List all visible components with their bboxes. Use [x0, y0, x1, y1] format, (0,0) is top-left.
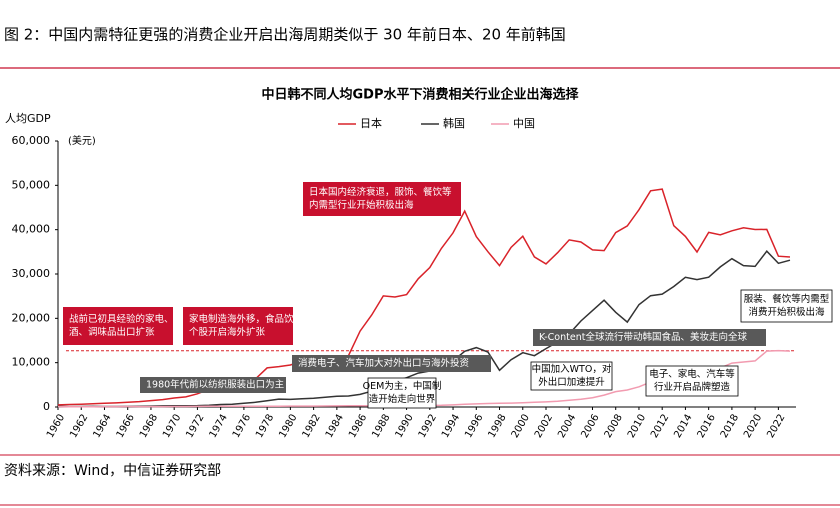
x-tick-label: 1970	[161, 413, 183, 441]
y-tick-label: 10,000	[12, 356, 51, 369]
x-tick-label: 2002	[533, 413, 555, 441]
series-line	[57, 250, 791, 408]
annotation-text: 电子、家电、汽车等	[649, 368, 735, 380]
annotation-box	[740, 289, 833, 323]
x-tick-label: 1978	[254, 413, 276, 441]
y-tick-label: 30,000	[12, 267, 51, 280]
annotation-box	[533, 329, 766, 346]
x-tick-label: 1994	[440, 413, 462, 441]
x-tick-label: 1968	[138, 413, 160, 441]
source: 资料来源：Wind，中信证券研究部	[4, 463, 221, 479]
annotation-box	[183, 307, 293, 345]
x-tick-label: 1962	[68, 413, 90, 441]
x-tick-label: 2010	[626, 413, 648, 441]
annotation-text: 服装、餐饮等内需型	[744, 293, 830, 305]
annotation-text: 家电制造海外移，食品饮料、美妆	[189, 313, 332, 325]
y-unit: (美元)	[68, 134, 96, 147]
legend-label: 中国	[513, 117, 535, 130]
y-tick-label: 50,000	[12, 178, 51, 191]
x-tick-label: 1960	[45, 413, 67, 441]
x-tick-label: 1990	[394, 413, 416, 441]
x-tick-label: 1986	[347, 413, 369, 441]
x-tick-label: 2022	[765, 413, 787, 441]
x-tick-label: 2016	[696, 413, 718, 441]
y-tick-label: 20,000	[12, 311, 51, 324]
x-tick-label: 1966	[115, 413, 137, 441]
x-tick-label: 2008	[603, 413, 625, 441]
annotation-box	[530, 361, 613, 391]
x-tick-label: 1974	[208, 413, 230, 441]
x-tick-label: 1980	[277, 413, 299, 441]
annotation-text: 外出口加速提升	[538, 376, 605, 388]
y-axis-label: 人均GDP	[5, 112, 51, 125]
annotation-box	[645, 365, 739, 397]
annotation-text: OEM为主，中国制	[363, 380, 442, 392]
x-tick-label: 1964	[91, 413, 113, 441]
annotation-text: 消费开始积极出海	[748, 306, 825, 318]
y-tick-label: 0	[43, 400, 50, 413]
annotation-text: 内需型行业开始积极出海	[309, 199, 414, 211]
x-tick-label: 2018	[719, 413, 741, 441]
annotation-text: 1980年代前以纺织服装出口为主	[146, 379, 284, 391]
x-tick-label: 2004	[556, 413, 578, 441]
annotation-box	[140, 377, 286, 393]
annotation-text: K-Content全球流行带动韩国食品、美妆走向全球	[539, 331, 747, 343]
x-tick-label: 1996	[463, 413, 485, 441]
figure-title: 图 2：中国内需特征更强的消费企业开启出海周期类似于 30 年前日本、20 年前…	[4, 26, 566, 44]
series-line	[57, 188, 791, 406]
x-tick-label: 1984	[324, 413, 346, 441]
x-tick-label: 1992	[417, 413, 439, 441]
annotation-box	[303, 182, 461, 216]
x-tick-label: 2006	[579, 413, 601, 441]
x-tick-label: 1988	[370, 413, 392, 441]
x-tick-label: 1972	[184, 413, 206, 441]
x-tick-label: 2012	[649, 413, 671, 441]
annotation-text: 个股开启海外扩张	[189, 326, 266, 338]
annotation-box	[63, 307, 173, 345]
x-tick-label: 1982	[301, 413, 323, 441]
annotation-text: 战前已初具经验的家电、	[69, 313, 174, 325]
annotation-text: 造开始走向世界	[369, 393, 436, 405]
annotation-text: 酒、调味品出口扩张	[69, 326, 155, 338]
legend-label: 日本	[360, 116, 382, 130]
y-tick-label: 60,000	[12, 134, 51, 147]
annotation-box	[367, 377, 437, 409]
annotation-text: 行业开启品牌塑造	[654, 381, 731, 393]
annotation-text: 日本国内经济衰退，服饰、餐饮等	[309, 186, 452, 198]
chart-title: 中日韩不同人均GDP水平下消费相关行业企业出海选择	[262, 87, 580, 103]
annotation-text: 消费电子、汽车加大对外出口与海外投资	[298, 357, 470, 369]
legend-label: 韩国	[443, 116, 465, 130]
x-tick-label: 2020	[742, 413, 764, 441]
x-tick-label: 1976	[231, 413, 253, 441]
y-tick-label: 40,000	[12, 223, 51, 236]
annotation-text: 中国加入WTO，对	[532, 363, 612, 375]
x-tick-label: 1998	[486, 413, 508, 441]
x-tick-label: 2000	[510, 413, 532, 441]
x-tick-label: 2014	[672, 413, 694, 441]
annotation-box	[292, 355, 491, 372]
